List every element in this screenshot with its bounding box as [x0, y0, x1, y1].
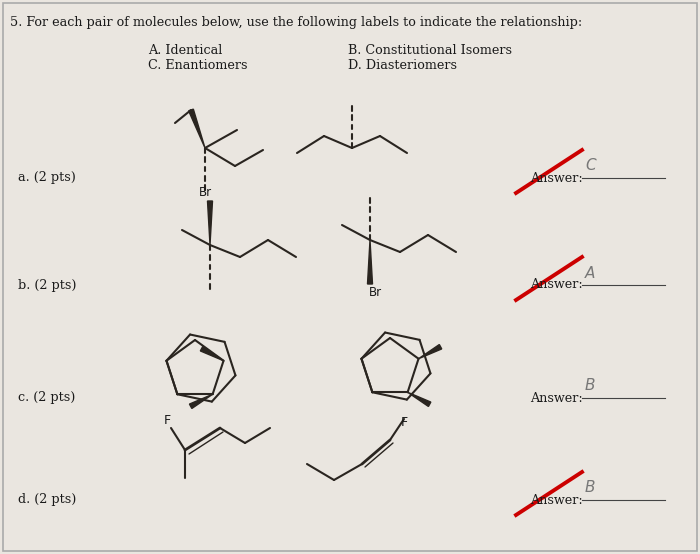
Text: a. (2 pts): a. (2 pts) — [18, 172, 76, 184]
Text: Answer:: Answer: — [530, 494, 582, 506]
Polygon shape — [200, 347, 223, 361]
Text: d. (2 pts): d. (2 pts) — [18, 494, 76, 506]
Polygon shape — [207, 201, 213, 245]
Text: B: B — [585, 378, 596, 393]
Text: B: B — [585, 480, 596, 495]
Text: F: F — [400, 416, 407, 428]
Text: C: C — [585, 158, 596, 173]
Text: c. (2 pts): c. (2 pts) — [18, 392, 76, 404]
Polygon shape — [419, 345, 442, 359]
Text: Answer:: Answer: — [530, 392, 582, 404]
Text: D. Diasteriomers: D. Diasteriomers — [348, 59, 457, 72]
Text: C. Enantiomers: C. Enantiomers — [148, 59, 248, 72]
Text: Br: Br — [198, 187, 211, 199]
Polygon shape — [189, 109, 205, 148]
Polygon shape — [190, 394, 213, 408]
Polygon shape — [368, 240, 372, 284]
Text: Br: Br — [368, 285, 382, 299]
Polygon shape — [407, 392, 430, 407]
Text: B. Constitutional Isomers: B. Constitutional Isomers — [348, 44, 512, 57]
Text: Answer:: Answer: — [530, 279, 582, 291]
Text: A. Identical: A. Identical — [148, 44, 223, 57]
Text: A: A — [585, 265, 596, 280]
Text: b. (2 pts): b. (2 pts) — [18, 279, 76, 291]
Text: F: F — [163, 413, 171, 427]
Text: Answer:: Answer: — [530, 172, 582, 184]
Text: 5. For each pair of molecules below, use the following labels to indicate the re: 5. For each pair of molecules below, use… — [10, 16, 582, 29]
